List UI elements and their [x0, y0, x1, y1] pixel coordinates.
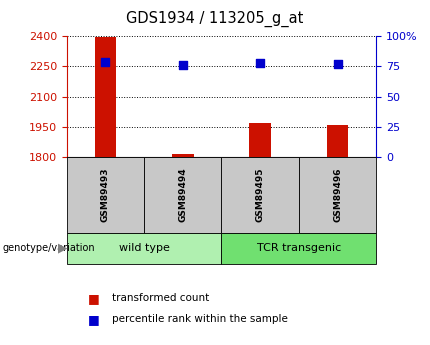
- Bar: [249, 123, 271, 157]
- Text: transformed count: transformed count: [112, 294, 209, 303]
- Point: [102, 60, 109, 65]
- Text: GDS1934 / 113205_g_at: GDS1934 / 113205_g_at: [126, 10, 304, 27]
- Text: ▶: ▶: [58, 242, 67, 255]
- Bar: [327, 125, 348, 157]
- Bar: [95, 37, 116, 157]
- Text: ■: ■: [88, 313, 100, 326]
- Point: [334, 61, 341, 67]
- Bar: [172, 154, 194, 157]
- Bar: [299, 157, 376, 233]
- Text: ■: ■: [88, 292, 100, 305]
- Bar: [67, 157, 144, 233]
- Text: genotype/variation: genotype/variation: [2, 244, 95, 253]
- Text: GSM89493: GSM89493: [101, 168, 110, 222]
- Text: GSM89494: GSM89494: [178, 168, 187, 222]
- Bar: [144, 157, 221, 233]
- Text: percentile rank within the sample: percentile rank within the sample: [112, 314, 288, 324]
- Text: GSM89495: GSM89495: [256, 168, 264, 222]
- Text: TCR transgenic: TCR transgenic: [257, 244, 341, 253]
- Bar: [221, 233, 376, 264]
- Point: [257, 61, 264, 66]
- Bar: [67, 233, 221, 264]
- Text: GSM89496: GSM89496: [333, 168, 342, 222]
- Bar: [221, 157, 299, 233]
- Text: wild type: wild type: [119, 244, 169, 253]
- Point: [179, 62, 186, 68]
